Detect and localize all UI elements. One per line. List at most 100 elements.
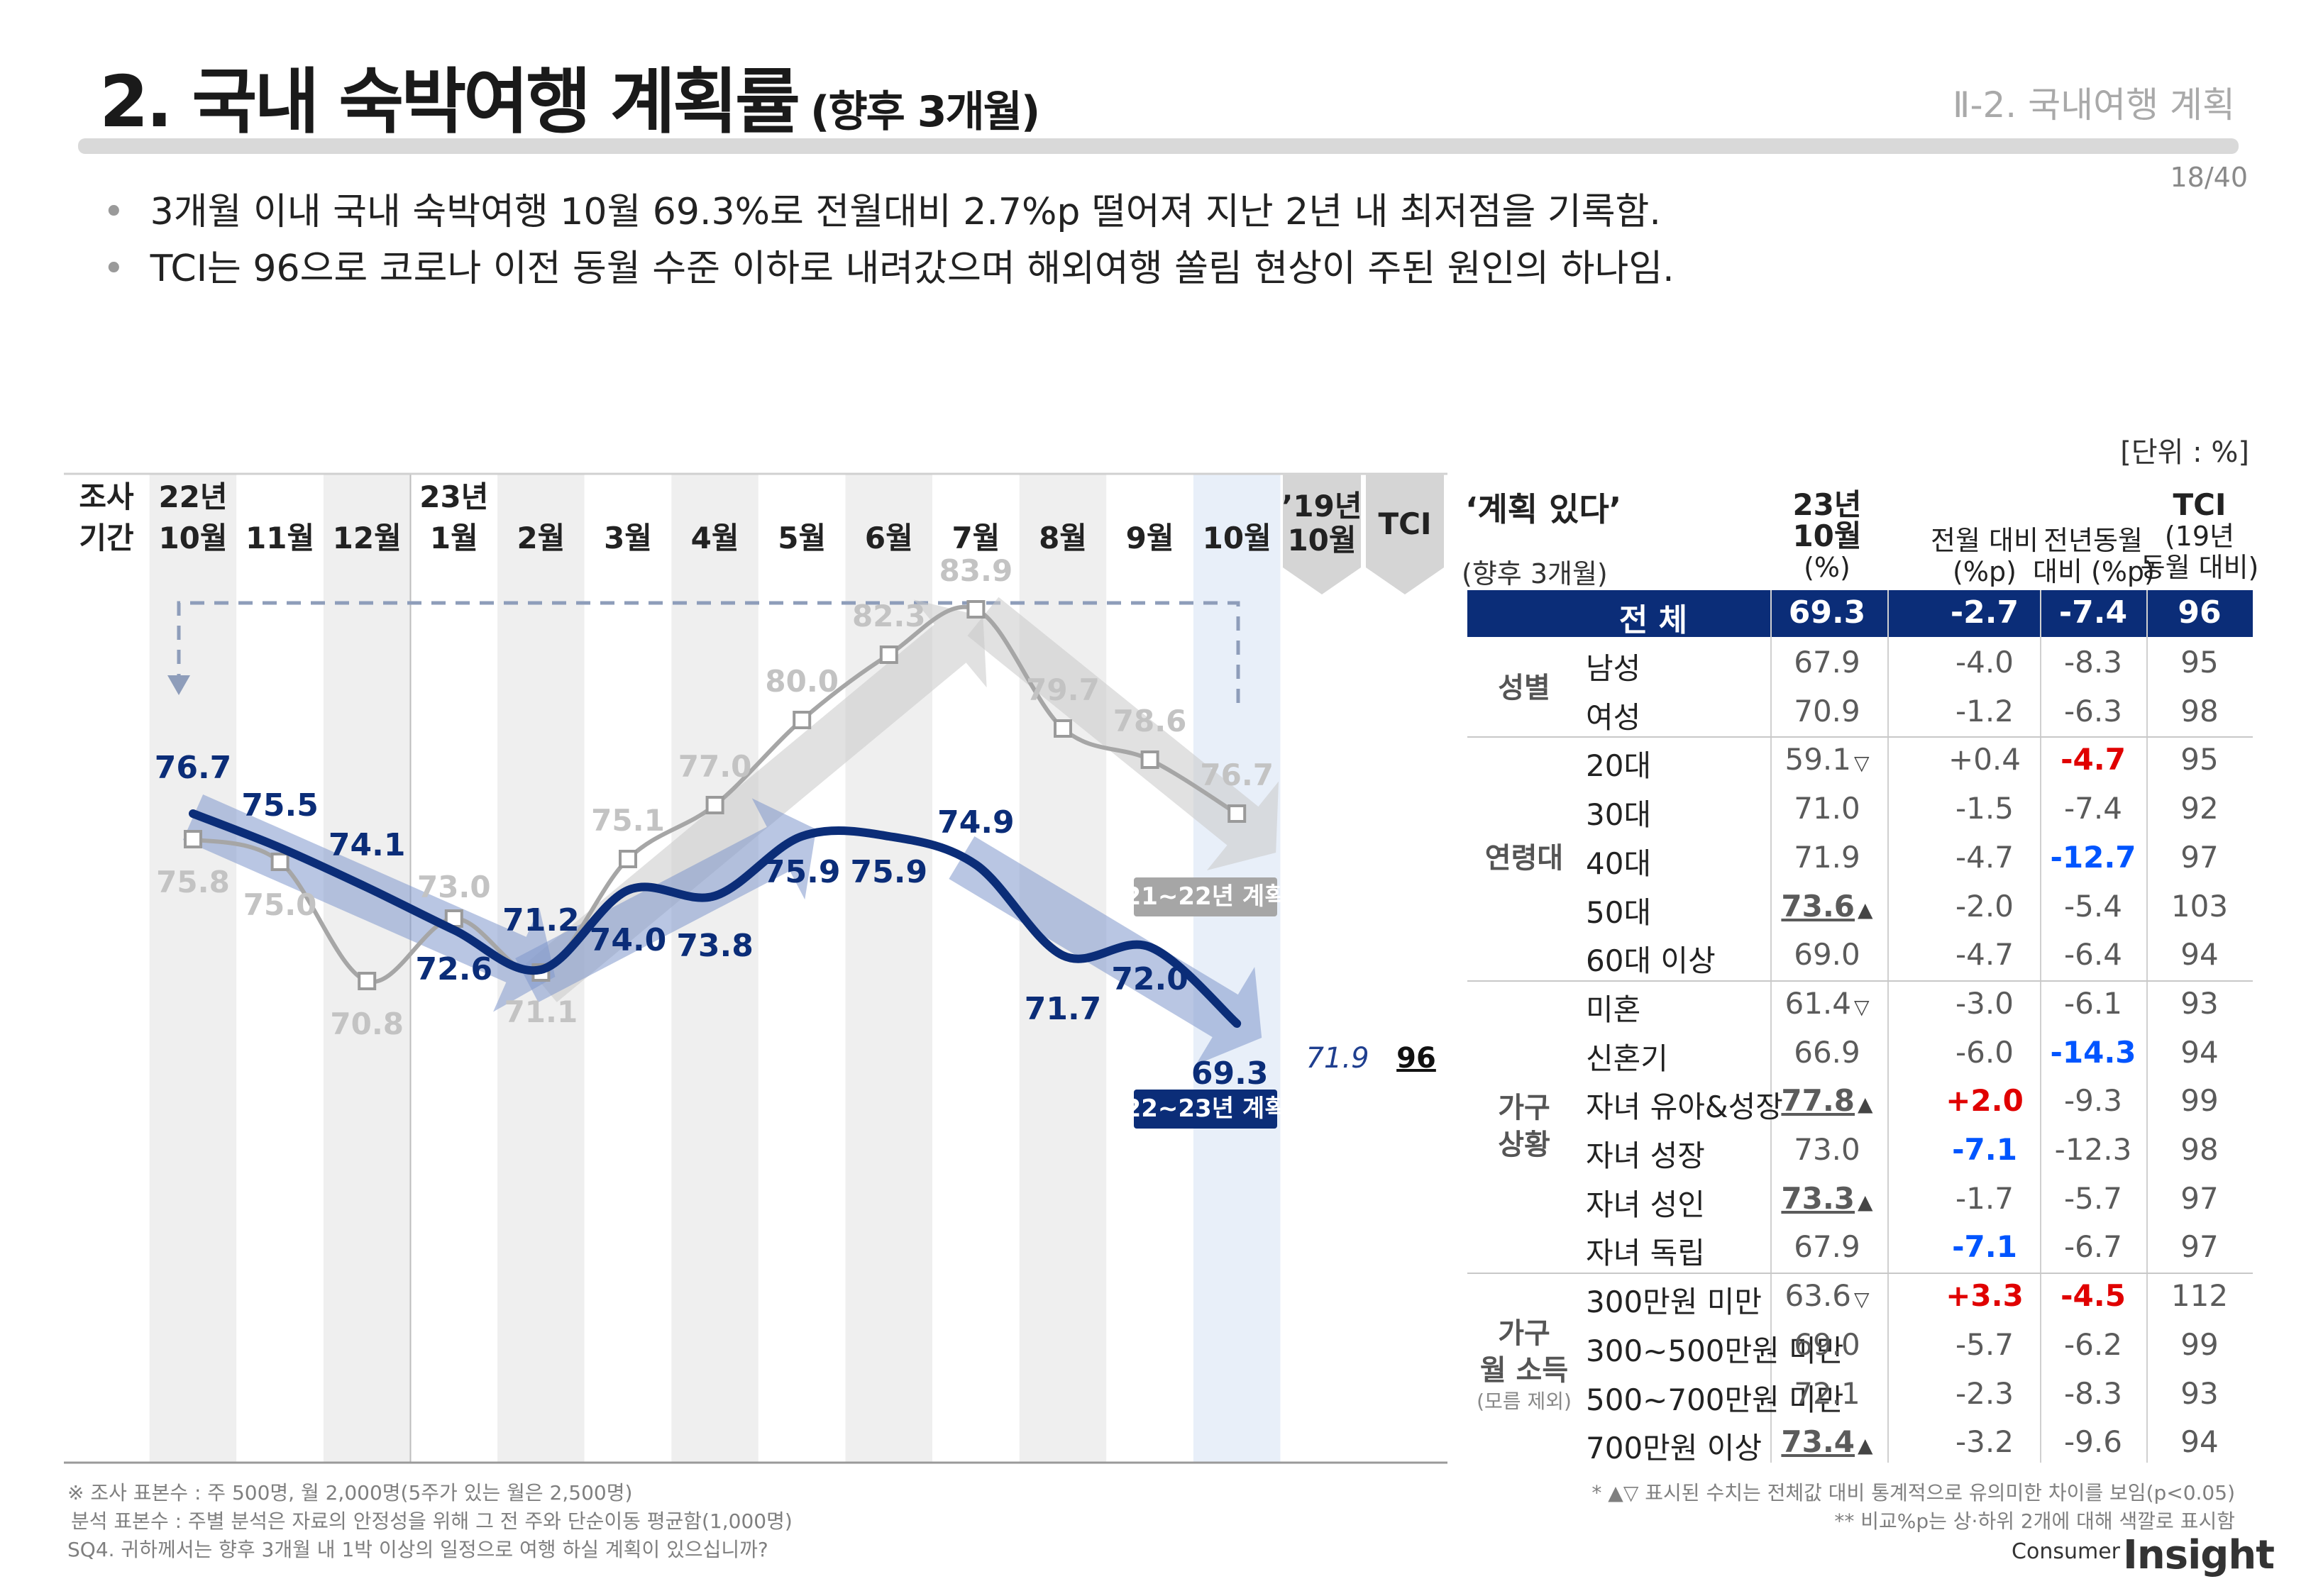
- row-yoy: -6.1: [2064, 985, 2122, 1021]
- row-yoy: -12.3: [2054, 1132, 2132, 1167]
- row-mom: +0.4: [1948, 742, 2021, 777]
- label-prev: 71.1: [504, 994, 578, 1029]
- row-mom: -7.1: [1952, 1229, 2017, 1265]
- row-value: 61.4 ▽: [1784, 985, 1870, 1021]
- col-header: TCI (19년 동월 대비): [2140, 487, 2259, 584]
- row-tci: 98: [2180, 693, 2219, 728]
- row-label: 자녀 유아&성장: [1586, 1090, 1783, 1125]
- up-triangle-icon: ▲: [1858, 897, 1873, 921]
- total-tci: 96: [2178, 594, 2222, 631]
- period-label: 조사 기간: [79, 480, 134, 555]
- bullet-2: • TCI는 96으로 코로나 이전 동월 수준 이하로 내려갔으며 해외여행 쏠…: [103, 248, 1675, 290]
- label-curr: 75.5: [241, 787, 319, 824]
- ref-2019-value: 71.9: [1306, 1042, 1369, 1075]
- point-prev: [619, 850, 637, 868]
- footnote-left-2: 분석 표본수 : 주별 분석은 자료의 안정성을 위해 그 전 주와 단순이동 …: [71, 1509, 793, 1533]
- col-divider: [2040, 590, 2041, 1463]
- footnote-right-1: * ▲▽ 표시된 수치는 전체값 대비 통계적으로 유의미한 차이를 보임(p<…: [1591, 1481, 2235, 1504]
- table-title-sub: (향후 3개월): [1462, 558, 1608, 589]
- table-title: ‘계획 있다’: [1465, 490, 1622, 528]
- total-value: 69.3: [1788, 594, 1866, 631]
- row-mom: -4.0: [1955, 645, 2014, 680]
- month-header: 11월: [246, 521, 315, 555]
- row-value: 67.9: [1794, 1229, 1860, 1265]
- unit-label: [단위 : %]: [2120, 436, 2249, 469]
- label-prev: 82.3: [852, 599, 926, 633]
- row-value: 71.9: [1794, 839, 1860, 875]
- legend-prev-box: [1134, 877, 1277, 916]
- point-prev: [184, 830, 202, 848]
- column-band: [1193, 474, 1281, 1463]
- point-prev: [1228, 804, 1247, 823]
- row-value: 77.8 ▲: [1781, 1083, 1873, 1119]
- label-prev: 73.0: [417, 870, 491, 904]
- group-label: 가구 월 소득 (모름 제외): [1477, 1317, 1572, 1413]
- group-label: 가구 상황: [1498, 1092, 1550, 1161]
- row-yoy: -8.3: [2064, 1375, 2122, 1411]
- col-header: 전월 대비 (%p): [1931, 525, 2039, 587]
- row-tci: 99: [2180, 1083, 2219, 1119]
- point-prev: [879, 645, 898, 664]
- legend-curr: 22~23년 계획: [1125, 1095, 1287, 1123]
- dashed-bracket: [177, 601, 1240, 713]
- row-mom: -7.1: [1952, 1132, 2017, 1167]
- column-band: [149, 474, 237, 1463]
- point-prev: [1140, 750, 1159, 769]
- row-mom: +3.3: [1946, 1278, 2024, 1314]
- row-mom: -3.2: [1955, 1424, 2014, 1460]
- row-label: 300~500만원 미만: [1586, 1333, 1844, 1368]
- row-mom: -4.7: [1955, 937, 2014, 972]
- label-curr: 73.8: [676, 928, 754, 964]
- label-curr: 75.9: [763, 854, 841, 890]
- row-yoy: -9.3: [2064, 1083, 2122, 1119]
- trend-arrow: [515, 798, 817, 1003]
- month-header: 22년 10월: [158, 480, 228, 555]
- row-label: 300만원 미만: [1586, 1285, 1762, 1320]
- col-divider: [1887, 590, 1889, 1463]
- row-label: 500~700만원 미만: [1586, 1382, 1844, 1417]
- row-label: 자녀 성인: [1586, 1187, 1705, 1222]
- month-header: 3월: [604, 521, 652, 555]
- row-value: 69.0: [1794, 1326, 1860, 1362]
- down-triangle-icon: ▽: [1853, 1287, 1870, 1312]
- row-label: 여성: [1586, 699, 1641, 735]
- line-chart: 75.8 75.0 70.8 73.0 71.1 75.1 77.0 80.0 82.3 83.9…: [64, 472, 1447, 1464]
- page-number: 18/40: [2170, 162, 2248, 193]
- group-label: 성별: [1498, 671, 1550, 704]
- point-prev: [966, 600, 986, 619]
- month-header: 2월: [517, 521, 566, 555]
- group-divider: [1467, 980, 2253, 982]
- row-yoy: -7.4: [2064, 791, 2122, 826]
- row-tci: 97: [2180, 1229, 2219, 1265]
- row-tci: 94: [2180, 1424, 2219, 1460]
- bracket-arrow-icon: [167, 675, 190, 695]
- row-mom: +2.0: [1946, 1083, 2024, 1119]
- row-yoy: -6.2: [2064, 1326, 2122, 1362]
- section-label: Ⅱ-2. 국내여행 계획: [1952, 84, 2235, 126]
- row-tci: 98: [2180, 1132, 2219, 1167]
- col-divider: [2146, 590, 2148, 1463]
- group-divider: [1467, 1273, 2253, 1275]
- legend-curr-box: [1134, 1090, 1277, 1129]
- row-value: 67.9: [1794, 645, 1860, 680]
- row-yoy: -6.7: [2064, 1229, 2122, 1265]
- row-value: 73.6 ▲: [1781, 888, 1873, 924]
- row-mom: -5.7: [1955, 1326, 2014, 1362]
- row-label: 30대: [1586, 797, 1652, 833]
- row-mom: -2.0: [1955, 888, 2014, 924]
- up-triangle-icon: ▲: [1858, 1190, 1873, 1214]
- label-curr: 76.7: [155, 750, 232, 786]
- point-prev: [793, 711, 812, 729]
- logo-insight: Insight: [2123, 1532, 2275, 1578]
- row-tci: 93: [2180, 985, 2219, 1021]
- row-tci: 95: [2180, 742, 2219, 777]
- row-yoy: -8.3: [2064, 645, 2122, 680]
- series-line-curr: [189, 809, 1242, 1028]
- label-curr: 74.1: [329, 827, 406, 863]
- row-yoy: -5.7: [2064, 1180, 2122, 1216]
- row-label: 60대 이상: [1586, 943, 1716, 979]
- label-prev: 75.0: [243, 887, 317, 922]
- tci-col-chevron: [1366, 474, 1444, 594]
- row-tci: 112: [2170, 1278, 2229, 1314]
- total-label: 전 체: [1618, 602, 1688, 638]
